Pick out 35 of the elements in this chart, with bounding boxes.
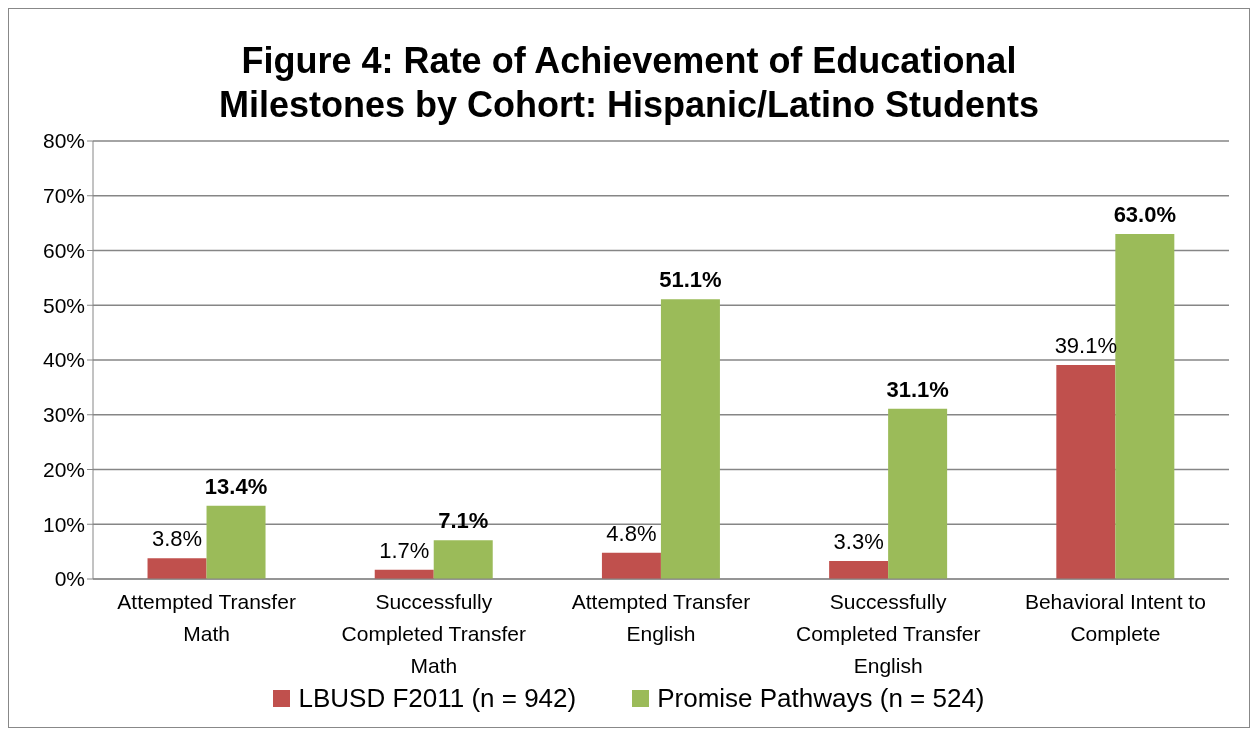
y-tick-label: 30% <box>42 403 85 427</box>
y-tick-label: 40% <box>42 348 85 372</box>
legend-label: LBUSD F2011 (n = 942) <box>298 683 577 714</box>
bar <box>206 505 266 579</box>
chart-title: Figure 4: Rate of Achievement of Educational Milestones by Cohort: Hispanic/Latino Students <box>217 39 1041 127</box>
bar <box>601 552 661 579</box>
data-label: 1.7% <box>379 537 430 563</box>
data-label: 51.1% <box>659 267 722 293</box>
bar <box>433 540 493 579</box>
y-tick-label: 60% <box>42 238 85 262</box>
bar <box>147 558 207 579</box>
data-label: 31.1% <box>886 376 949 402</box>
bar <box>888 408 948 579</box>
data-label: 3.8% <box>151 526 203 552</box>
x-tick-label: Behavioral Intent to Complete <box>1024 590 1206 645</box>
y-tick-label: 70% <box>42 184 85 208</box>
y-tick-label: 50% <box>42 293 85 317</box>
bar <box>660 299 720 579</box>
bar <box>829 560 889 579</box>
y-tick-label: 0% <box>54 567 85 591</box>
data-label: 7.1% <box>438 508 489 534</box>
x-tick-label: Attempted Transfer English <box>571 590 751 645</box>
legend-label: Promise Pathways (n = 524) <box>657 683 985 714</box>
bar <box>1115 234 1175 579</box>
x-tick-label: Attempted Transfer Math <box>117 590 296 645</box>
y-tick-label: 80% <box>42 129 85 153</box>
data-label: 63.0% <box>1113 202 1177 228</box>
x-tick-label: Successfully Completed Transfer Math <box>341 590 527 677</box>
x-tick-label: Successfully Completed Transfer English <box>795 590 981 677</box>
data-label: 13.4% <box>204 473 268 499</box>
y-tick-label: 10% <box>42 512 85 536</box>
data-label: 3.3% <box>833 528 884 554</box>
y-tick-label: 20% <box>42 457 85 481</box>
bar <box>1056 364 1116 579</box>
data-label: 4.8% <box>606 520 657 546</box>
